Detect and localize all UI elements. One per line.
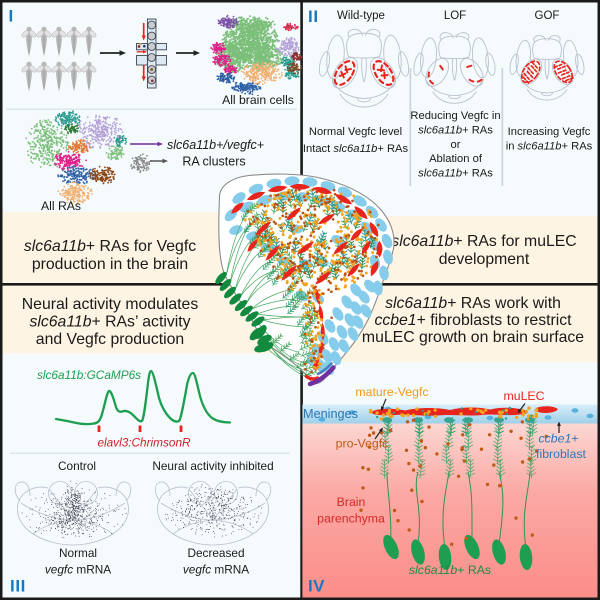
svg-text:slc6a11b+ RAs’ activity: slc6a11b+ RAs’ activity	[29, 314, 190, 331]
svg-text:Wild-type: Wild-type	[337, 10, 385, 22]
svg-text:slc6a11b+ RAs: slc6a11b+ RAs	[418, 125, 493, 137]
svg-text:All brain cells: All brain cells	[222, 93, 294, 107]
svg-text:slc6a11b+ RAs for muLEC: slc6a11b+ RAs for muLEC	[391, 233, 576, 250]
svg-text:slc6a11b+ RAs: slc6a11b+ RAs	[418, 167, 493, 179]
svg-text:Control: Control	[58, 459, 96, 473]
svg-text:Increasing Vegfc: Increasing Vegfc	[508, 126, 591, 138]
svg-text:Brain: Brain	[337, 495, 366, 509]
svg-text:Reducing Vegfc in: Reducing Vegfc in	[410, 110, 500, 122]
svg-text:Neural activity inhibited: Neural activity inhibited	[152, 459, 273, 473]
svg-text:and Vegfc production: and Vegfc production	[36, 331, 184, 348]
svg-text:vegfc mRNA: vegfc mRNA	[45, 563, 111, 577]
svg-text:IV: IV	[308, 577, 325, 596]
svg-text:pro-Vegfc: pro-Vegfc	[336, 437, 389, 451]
svg-text:Meninges: Meninges	[303, 407, 358, 421]
svg-text:or: or	[451, 139, 461, 151]
svg-text:LOF: LOF	[444, 10, 466, 22]
svg-text:mature-Vegfc: mature-Vegfc	[355, 385, 428, 399]
svg-text:slc6a11b:GCaMP6s: slc6a11b:GCaMP6s	[37, 368, 141, 382]
svg-text:muLEC growth on brain surface: muLEC growth on brain surface	[362, 329, 584, 346]
svg-text:Normal Vegfc level: Normal Vegfc level	[309, 126, 402, 138]
svg-text:fibroblast: fibroblast	[536, 447, 586, 461]
svg-text:III: III	[10, 577, 26, 596]
svg-text:slc6a11b+ RAs for Vegfc: slc6a11b+ RAs for Vegfc	[24, 238, 196, 255]
svg-text:production in the brain: production in the brain	[32, 256, 188, 273]
svg-text:Ablation of: Ablation of	[429, 153, 483, 165]
svg-text:Normal: Normal	[59, 546, 97, 560]
svg-text:muLEC: muLEC	[503, 389, 544, 403]
svg-text:elavl3:ChrimsonR: elavl3:ChrimsonR	[97, 436, 191, 450]
svg-text:ccbe1+ fibroblasts to restrict: ccbe1+ fibroblasts to restrict	[374, 312, 572, 329]
svg-text:All RAs: All RAs	[41, 199, 81, 213]
svg-text:slc6a11b+/vegfc+: slc6a11b+/vegfc+	[167, 138, 264, 152]
svg-text:I: I	[9, 7, 14, 26]
svg-text:in slc6a11b+ RAs: in slc6a11b+ RAs	[506, 141, 593, 153]
svg-text:parenchyma: parenchyma	[317, 512, 385, 526]
svg-text:II: II	[308, 7, 319, 26]
svg-text:GOF: GOF	[535, 10, 560, 22]
svg-text:development: development	[439, 251, 530, 268]
svg-text:ccbe1+: ccbe1+	[538, 432, 578, 446]
svg-text:slc6a11b+ RAs work with: slc6a11b+ RAs work with	[385, 295, 561, 312]
svg-text:vegfc mRNA: vegfc mRNA	[183, 563, 249, 577]
svg-text:Intact slc6a11b+ RAs: Intact slc6a11b+ RAs	[303, 143, 409, 155]
svg-text:Neural activity modulates: Neural activity modulates	[22, 296, 199, 313]
svg-text:Decreased: Decreased	[187, 546, 244, 560]
svg-text:RA clusters: RA clusters	[182, 155, 245, 169]
svg-text:slc6a11b+ RAs: slc6a11b+ RAs	[409, 563, 491, 577]
